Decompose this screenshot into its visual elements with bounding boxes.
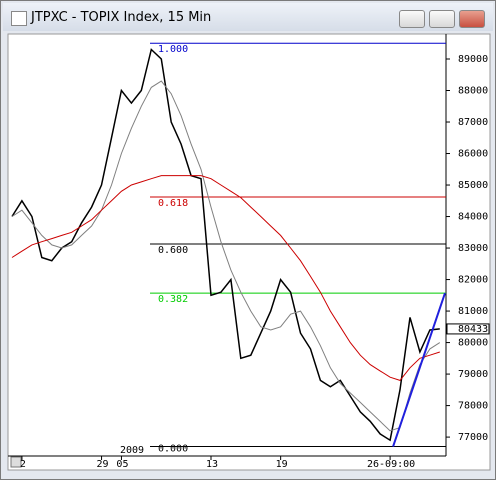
app-icon <box>11 11 27 26</box>
fib-level-label: 0.618 <box>158 198 188 209</box>
last-price-label: 80433 <box>458 324 488 335</box>
window-title: JTPXC - TOPIX Index, 15 Min <box>31 10 212 25</box>
x-tick-label: 05 <box>116 459 128 470</box>
scroll-box[interactable] <box>10 456 22 468</box>
y-tick-label: 83000 <box>458 243 488 254</box>
fib-level-label: 0.382 <box>158 294 188 305</box>
price-line <box>11 48 440 442</box>
minimize-button[interactable] <box>399 10 425 28</box>
year-label: 2009 <box>120 445 144 456</box>
chart-frame <box>7 33 491 471</box>
trend-line <box>392 292 446 447</box>
x-tick-label: 19 <box>276 459 288 470</box>
y-tick-label: 87000 <box>458 117 488 128</box>
y-tick-label: 85000 <box>458 180 488 191</box>
last-price-box <box>446 323 490 335</box>
y-tick-label: 78000 <box>458 401 488 412</box>
maximize-button[interactable] <box>429 10 455 28</box>
y-tick-label: 86000 <box>458 149 488 160</box>
close-button[interactable] <box>459 10 485 28</box>
y-tick-label: 82000 <box>458 275 488 286</box>
fib-level-label: 0.000 <box>158 444 188 455</box>
y-tick-label: 81000 <box>458 306 488 317</box>
y-tick-label: 80000 <box>458 338 488 349</box>
y-tick-label: 88000 <box>458 86 488 97</box>
y-tick-label: 84000 <box>458 212 488 223</box>
fib-level-label: 0.600 <box>158 245 188 256</box>
y-tick-label: 89000 <box>458 54 488 65</box>
moving-average <box>11 80 441 432</box>
title-bar: JTPXC - TOPIX Index, 15 Min <box>3 3 493 31</box>
x-tick-label: 2 <box>20 459 26 470</box>
x-tick-label: 29 <box>97 459 109 470</box>
fib-level-label: 1.000 <box>158 44 188 55</box>
y-tick-label: 79000 <box>458 369 488 380</box>
x-tick-label: 26-09:00 <box>367 459 415 470</box>
y-tick-label: 77000 <box>458 432 488 443</box>
x-tick-label: 13 <box>206 459 218 470</box>
moving-average <box>11 175 440 381</box>
